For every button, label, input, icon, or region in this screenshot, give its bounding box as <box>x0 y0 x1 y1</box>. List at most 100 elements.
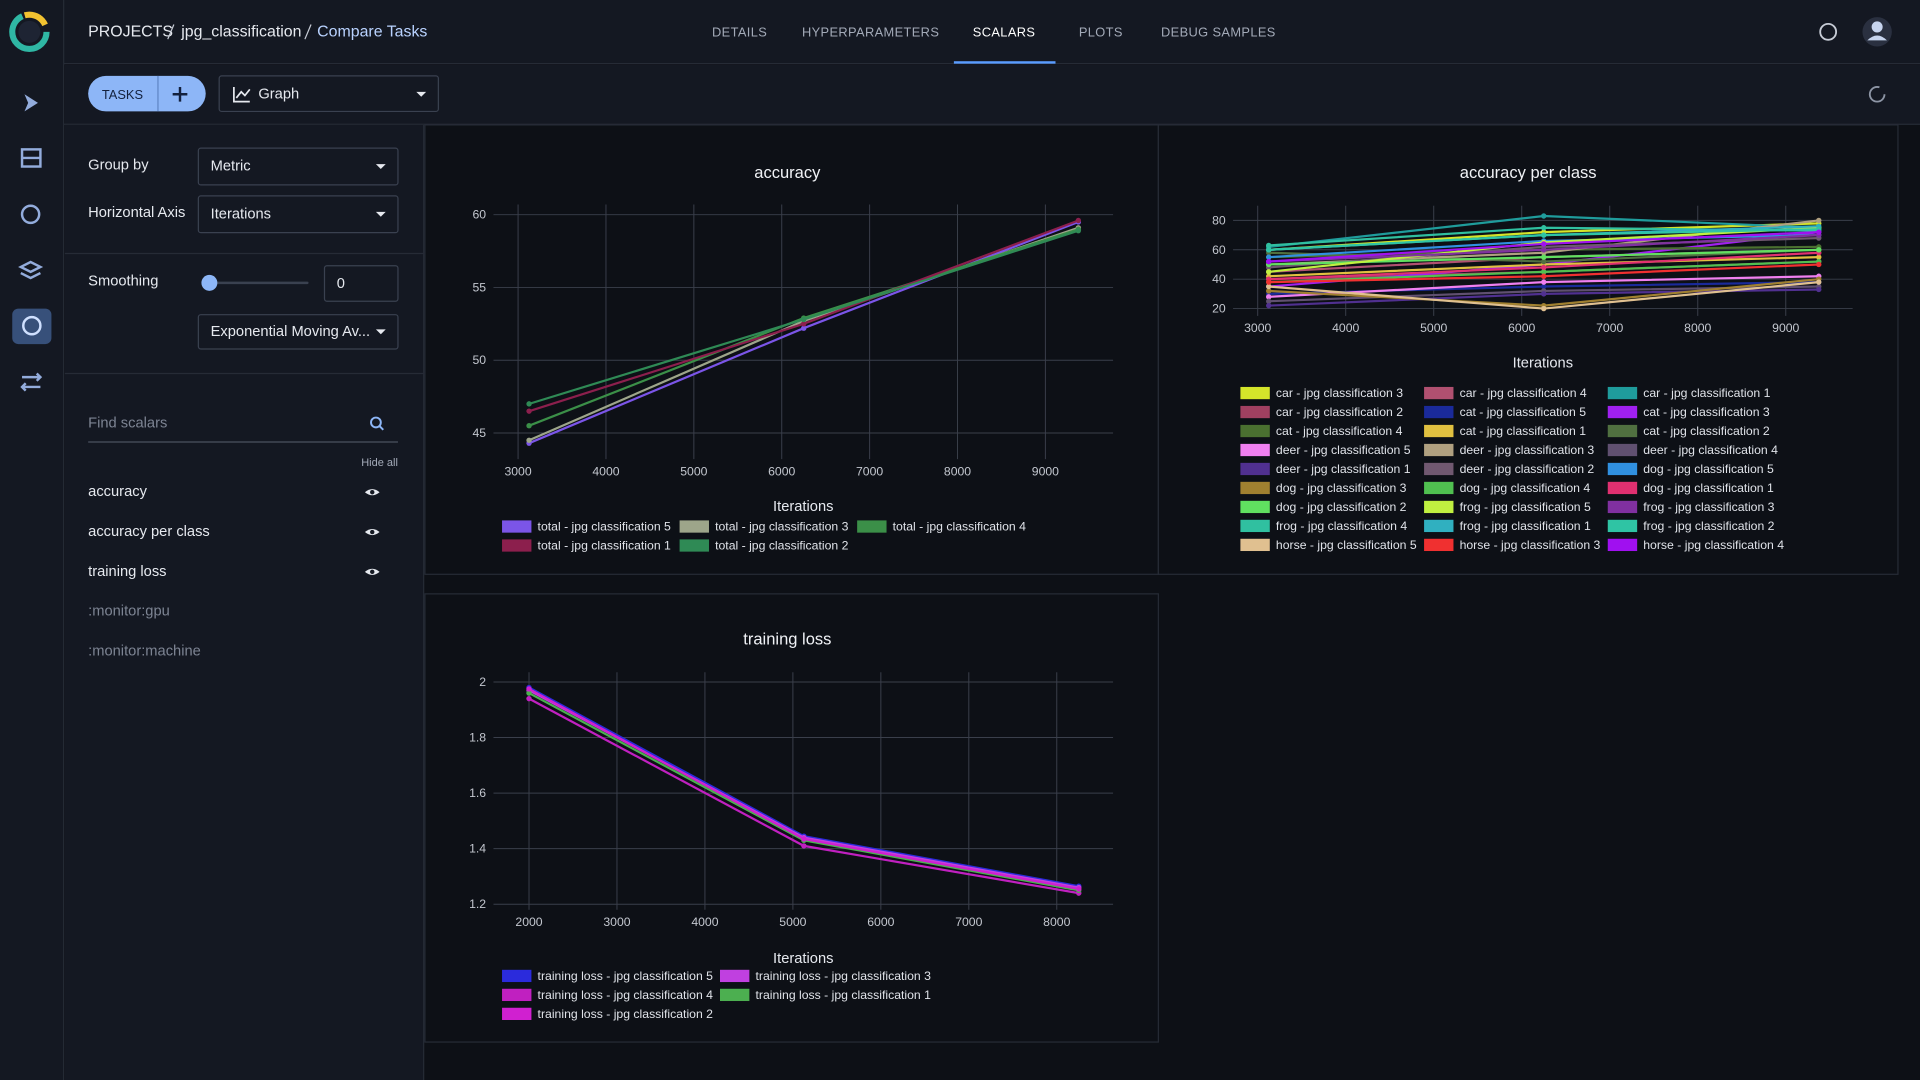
legend-label[interactable]: car - jpg classification 4 <box>1460 386 1587 400</box>
legend-swatch[interactable] <box>1240 481 1270 495</box>
smoothing-method-dropdown[interactable] <box>197 314 399 350</box>
legend-label[interactable]: training loss - jpg classification 5 <box>538 969 714 983</box>
slider-knob[interactable] <box>201 274 218 291</box>
legend-label[interactable]: frog - jpg classification 3 <box>1643 500 1774 514</box>
legend-swatch[interactable] <box>1607 519 1638 533</box>
legend-label[interactable]: training loss - jpg classification 3 <box>756 969 932 983</box>
refresh-icon[interactable] <box>1868 86 1886 103</box>
legend-swatch[interactable] <box>1424 405 1454 419</box>
legend-label[interactable]: total - jpg classification 4 <box>893 520 1026 534</box>
legend-swatch[interactable] <box>1240 500 1270 514</box>
add-task-icon[interactable] <box>172 86 188 102</box>
logo[interactable] <box>9 11 50 53</box>
legend-label[interactable]: dog - jpg classification 4 <box>1460 481 1591 495</box>
legend-swatch[interactable] <box>1240 405 1270 419</box>
legend-swatch[interactable] <box>1424 519 1454 533</box>
legend-label[interactable]: cat - jpg classification 2 <box>1643 424 1770 438</box>
legend-label[interactable]: training loss - jpg classification 1 <box>756 988 932 1002</box>
hide-all[interactable]: Hide all <box>361 457 398 469</box>
legend-label[interactable]: cat - jpg classification 4 <box>1276 424 1403 438</box>
legend-swatch[interactable] <box>679 539 709 552</box>
legend-label[interactable]: training loss - jpg classification 4 <box>538 988 714 1002</box>
legend-label[interactable]: total - jpg classification 5 <box>538 520 671 534</box>
pipelines-icon[interactable] <box>24 94 38 112</box>
tasks-button[interactable] <box>88 75 206 112</box>
legend-swatch[interactable] <box>1240 443 1270 457</box>
legend-swatch[interactable] <box>679 520 709 533</box>
legend-label[interactable]: cat - jpg classification 1 <box>1460 424 1587 438</box>
legend-swatch[interactable] <box>1240 519 1270 533</box>
legend-swatch[interactable] <box>1424 538 1454 552</box>
legend-swatch[interactable] <box>1424 443 1454 457</box>
legend-swatch[interactable] <box>502 539 532 552</box>
workers-icon[interactable] <box>20 372 43 392</box>
legend-swatch[interactable] <box>502 1007 532 1020</box>
view-dropdown[interactable] <box>218 75 439 113</box>
legend-swatch[interactable] <box>1424 462 1454 476</box>
legend-label[interactable]: deer - jpg classification 3 <box>1460 443 1595 457</box>
breadcrumb-item[interactable]: jpg_classification <box>180 23 301 40</box>
legend-label[interactable]: cat - jpg classification 3 <box>1643 405 1770 419</box>
tab[interactable]: HYPERPARAMETERS <box>802 24 939 39</box>
legend-swatch[interactable] <box>1240 386 1270 400</box>
experiments-icon[interactable] <box>22 315 42 336</box>
legend-swatch[interactable] <box>1424 500 1454 514</box>
legend-label[interactable]: deer - jpg classification 2 <box>1460 462 1595 476</box>
horizontal-axis-dropdown[interactable] <box>197 195 399 234</box>
legend-label[interactable]: dog - jpg classification 3 <box>1276 481 1407 495</box>
tab[interactable]: DEBUG SAMPLES <box>1161 24 1276 39</box>
legend-label[interactable]: frog - jpg classification 2 <box>1643 519 1774 533</box>
legend-swatch[interactable] <box>1240 538 1270 552</box>
legend-label[interactable]: dog - jpg classification 2 <box>1276 500 1407 514</box>
legend-swatch[interactable] <box>1607 424 1638 438</box>
legend-swatch[interactable] <box>857 520 887 533</box>
legend-label[interactable]: total - jpg classification 1 <box>538 539 671 553</box>
legend-swatch[interactable] <box>1607 386 1638 400</box>
legend-label[interactable]: frog - jpg classification 4 <box>1276 519 1407 533</box>
legend-label[interactable]: training loss - jpg classification 2 <box>538 1007 714 1021</box>
scalar-item[interactable]: accuracy per class <box>88 524 210 540</box>
legend-swatch[interactable] <box>720 969 750 983</box>
tab[interactable]: PLOTS <box>1079 24 1123 39</box>
legend-label[interactable]: frog - jpg classification 5 <box>1460 500 1591 514</box>
scalar-item[interactable]: training loss <box>88 564 166 580</box>
legend-label[interactable]: cat - jpg classification 5 <box>1460 405 1587 419</box>
legend-swatch[interactable] <box>1240 424 1270 438</box>
legend-swatch[interactable] <box>1607 500 1638 514</box>
legend-swatch[interactable] <box>1607 538 1638 552</box>
legend-label[interactable]: horse - jpg classification 5 <box>1276 538 1417 552</box>
legend-swatch[interactable] <box>502 969 532 983</box>
legend-swatch[interactable] <box>1607 462 1638 476</box>
legend-label[interactable]: car - jpg classification 2 <box>1276 405 1403 419</box>
legend-swatch[interactable] <box>1240 462 1270 476</box>
legend-label[interactable]: horse - jpg classification 4 <box>1643 538 1784 552</box>
legend-label[interactable]: deer - jpg classification 5 <box>1276 443 1411 457</box>
search-placeholder[interactable]: Find scalars <box>88 416 167 432</box>
legend-swatch[interactable] <box>720 988 750 1002</box>
legend-label[interactable]: deer - jpg classification 1 <box>1276 462 1411 476</box>
legend-label[interactable]: car - jpg classification 1 <box>1643 386 1770 400</box>
legend-swatch[interactable] <box>1424 481 1454 495</box>
scalar-item[interactable]: accuracy <box>88 484 147 500</box>
legend-label[interactable]: dog - jpg classification 5 <box>1643 462 1774 476</box>
legend-swatch[interactable] <box>1607 405 1638 419</box>
legend-label[interactable]: car - jpg classification 3 <box>1276 386 1403 400</box>
deploy-icon[interactable] <box>20 204 41 225</box>
models-icon[interactable] <box>18 260 44 280</box>
help-icon[interactable] <box>1819 22 1838 41</box>
legend-label[interactable]: dog - jpg classification 1 <box>1643 481 1774 495</box>
smoothing-input[interactable] <box>323 265 399 302</box>
tab[interactable]: DETAILS <box>712 24 767 39</box>
scalar-item[interactable]: :monitor:machine <box>88 643 201 659</box>
legend-label[interactable]: frog - jpg classification 1 <box>1460 519 1591 533</box>
legend-swatch[interactable] <box>502 988 532 1002</box>
legend-label[interactable]: total - jpg classification 2 <box>715 539 848 553</box>
breadcrumb-item[interactable]: PROJECTS <box>88 23 173 40</box>
legend-swatch[interactable] <box>1607 443 1638 457</box>
legend-swatch[interactable] <box>1424 386 1454 400</box>
legend-label[interactable]: horse - jpg classification 3 <box>1460 538 1601 552</box>
tab-active[interactable]: SCALARS <box>973 24 1036 39</box>
legend-label[interactable]: total - jpg classification 3 <box>715 520 848 534</box>
group-by-dropdown[interactable] <box>197 147 399 186</box>
legend-swatch[interactable] <box>502 520 532 533</box>
